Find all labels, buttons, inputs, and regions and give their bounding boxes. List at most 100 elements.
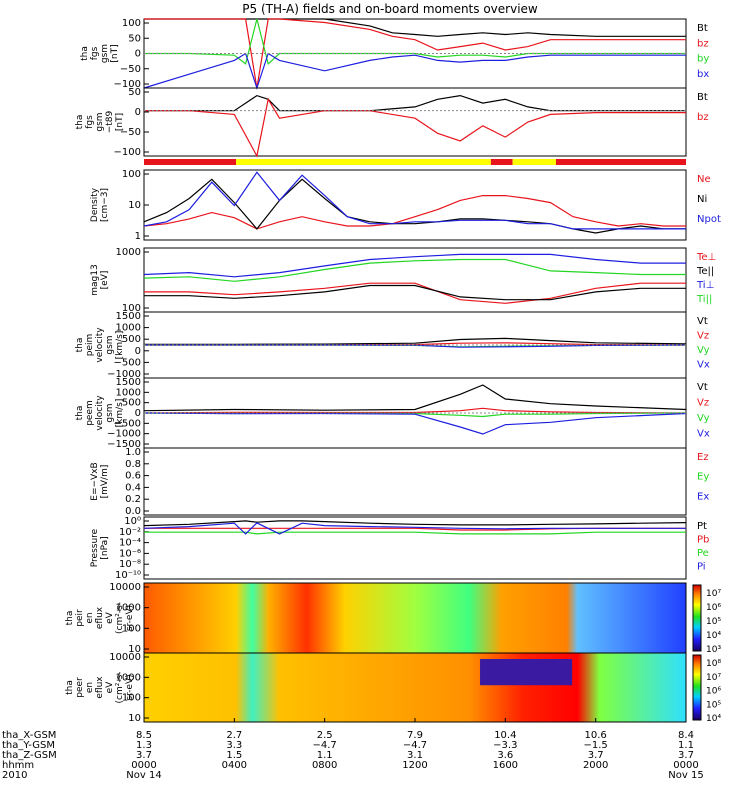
panel-3: 1000 100 mag13 [eV] Te⊥ Te|| Ti⊥ Ti|| [90,247,716,314]
panel-frame [143,516,687,580]
y-tick-label: 50 [128,87,141,98]
axis-row-value: 3.7 [678,750,694,761]
y-axis-label: [nT] [115,113,125,131]
y-axis-label: −t89 [105,110,115,133]
y-tick-label: 0.6 [125,471,141,482]
series-line [143,253,686,278]
y-axis-label: fgs [85,115,95,129]
axis-row-value: Nov 14 [126,770,161,781]
mode-segment [555,159,686,165]
series-line [144,284,686,301]
y-axis-label: peem [85,400,95,426]
axis-row-label: tha_Z-GSM [2,750,57,761]
series-line [144,94,686,112]
legend-entry: bz [697,38,709,49]
colorbar-scale [692,584,702,652]
y-tick-label: −50 [120,64,141,75]
axis-row-value: −4.7 [313,740,337,751]
colorbar-tick-label: 10⁶ [706,603,721,613]
series-line [143,52,686,90]
y-axis-label: gsm [95,112,105,131]
mode-segment [144,159,237,165]
y-axis-label: velocity [95,327,105,363]
legend-entry: bx [697,69,709,80]
y-tick-label: 0 [135,346,141,357]
y-tick-label: −500 [114,418,141,429]
y-axis-label: gsm [100,44,110,63]
colorbar-tick-label: 10³ [706,645,721,655]
colorbar-tick-label: 10⁷ [706,673,721,683]
colorbar-tick-label: 10⁷ [706,589,721,599]
y-axis-label: sr-eV) [125,605,135,631]
colorbar-9: 10⁸ 10⁷ 10⁶ 10⁵ 10⁴ [692,654,721,724]
y-tick-label: −500 [114,357,141,368]
y-axis-label: eV [105,611,115,624]
panel-1: 50 0 −50 −100 tha fgs gsm −t89 [nT] Bt bz [75,87,709,158]
series-line [143,407,687,414]
y-tick-label: 0 [135,107,141,118]
mode-segment [490,159,513,165]
axis-row-value: 3.1 [407,750,423,761]
axis-row-value: 1.5 [226,750,242,761]
panel-2: 100 10 1 Density [cm−3] Ne Ni Npot [90,169,721,242]
legend-entry: Pt [697,521,707,532]
axis-row-value: −4.7 [403,740,427,751]
y-tick-label: 1000 [116,323,141,334]
series-line [144,282,686,304]
mode-segment [512,159,556,165]
y-axis-label: E=−VxB [90,462,100,500]
legend-entry: Pi [697,562,706,573]
colorbar-tick-label: 10⁸ [706,659,721,669]
panel-6: 1.00.80.60.40.20.0 E=−VxB [mV/m] Ez Ey Ex [90,447,709,517]
y-tick-label: −1500 [107,439,141,450]
colorbar-tick-label: 10⁴ [706,631,721,641]
y-tick-label: 100 [122,303,141,314]
y-axis-label: tha [80,46,90,61]
colorbar-tick-label: 10⁵ [706,617,721,627]
ion-spectrogram [144,583,686,653]
y-axis-label: [mV/m] [100,465,110,499]
y-tick-label: 10⁻⁴ [119,538,141,549]
legend-entry: Bt [697,92,708,103]
y-axis-label: en [85,612,95,623]
colorbar-8: 10⁷ 10⁶ 10⁵ 10⁴ 10³ [692,584,721,655]
legend-entry: Vz [697,331,709,342]
axis-row-value: 1600 [493,760,518,771]
electron-spectrogram-low-band [480,659,573,686]
axis-row-value: 0000 [131,760,156,771]
colorbar-tick-label: 10⁵ [706,700,721,710]
y-tick-label: 10⁻⁶ [119,548,141,559]
panel-8: 10⁷ 10⁶ 10⁵ 10⁴ 10³ 10000 1000 100 10 tha peir en ef… [65,582,721,655]
y-tick-label: 10000 [109,582,141,593]
y-axis-label: gsm [105,335,115,354]
y-axis-label: sr-eV) [125,674,135,700]
y-axis-label: [nT] [110,44,120,62]
y-tick-label: 10⁰ [124,516,141,527]
series-line [144,18,686,89]
y-tick-label: 1000 [116,247,141,258]
legend-entry: bz [697,112,709,123]
y-axis-label: [km/s] [115,399,125,428]
y-tick-label: 1000 [116,672,141,683]
y-tick-label: 0.2 [125,494,141,505]
y-tick-label: 0 [135,49,141,60]
axis-row-value: 2.5 [317,730,333,741]
axis-row-label: tha_Y-GSM [2,740,55,751]
axis-row-value: 1.1 [317,750,333,761]
axis-row-value: 1.3 [136,740,152,751]
axis-row-value: 0400 [222,760,247,771]
y-axis-label: tha [65,611,75,626]
y-tick-label: 1 [135,231,141,242]
electron-spectrogram [144,653,686,722]
axis-row-value: 10.4 [494,730,516,741]
y-tick-label: 0.0 [125,506,141,517]
y-axis-label: [eV] [100,271,110,290]
axis-row-value: Nov 15 [668,770,703,781]
legend-entry: Vt [697,316,708,327]
y-axis-label: gsm [105,403,115,422]
y-axis-label: tha [75,338,85,353]
y-tick-label: 1500 [116,311,141,322]
axis-row-value: 2.7 [226,730,242,741]
series-line [144,531,686,535]
